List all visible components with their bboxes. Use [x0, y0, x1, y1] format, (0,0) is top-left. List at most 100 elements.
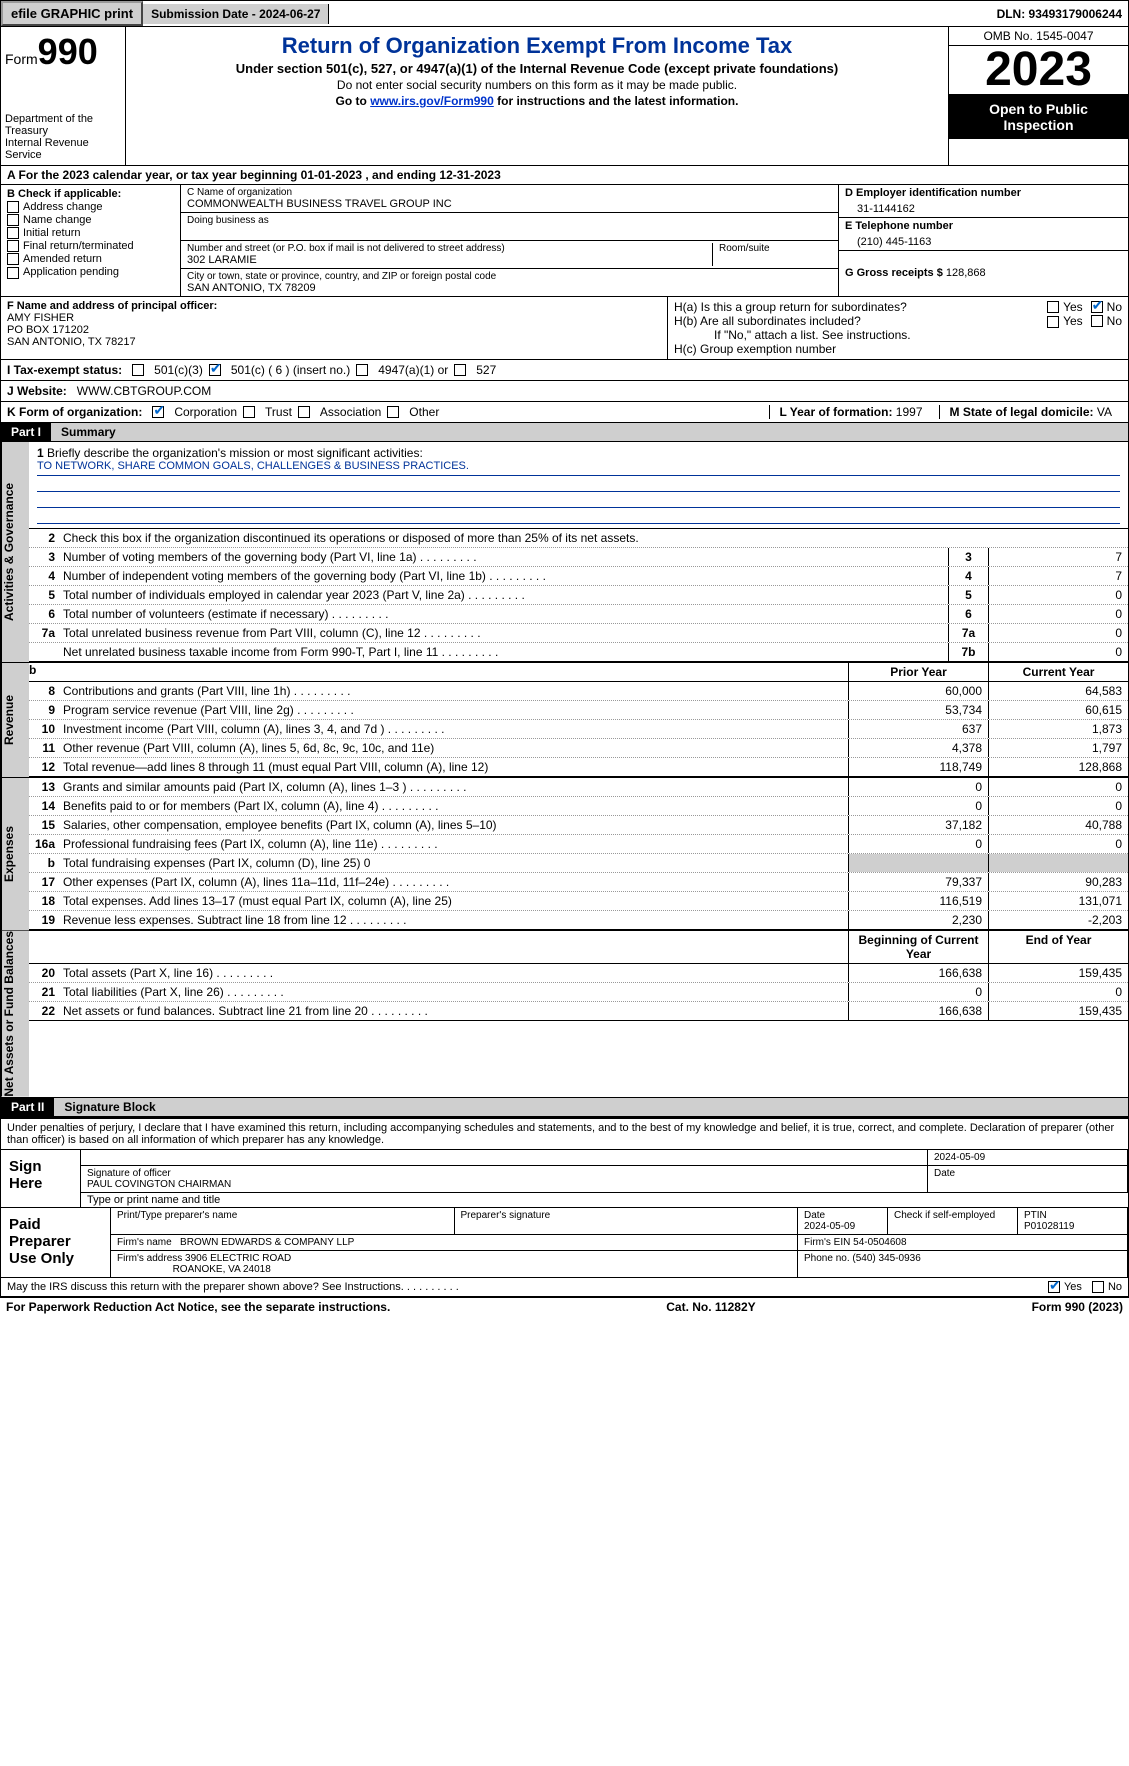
- chk-other[interactable]: [387, 406, 399, 418]
- ptin-value: P01028119: [1024, 1221, 1074, 1232]
- box-d: D Employer identification number 31-1144…: [839, 185, 1128, 218]
- val-7b: 0: [988, 643, 1128, 661]
- prior-current-header: b Prior Year Current Year: [29, 663, 1128, 682]
- val-3: 7: [988, 548, 1128, 566]
- org-name-cell: C Name of organization COMMONWEALTH BUSI…: [181, 185, 838, 213]
- mission-text: TO NETWORK, SHARE COMMON GOALS, CHALLENG…: [37, 460, 1120, 476]
- street-address: 302 LARAMIE: [187, 254, 712, 266]
- goto-note: Go to www.irs.gov/Form990 for instructio…: [134, 94, 940, 108]
- pra-notice: For Paperwork Reduction Act Notice, see …: [6, 1300, 390, 1314]
- street-label: Number and street (or P.O. box if mail i…: [187, 243, 712, 254]
- section-activities-governance: Activities & Governance 1 Briefly descri…: [0, 442, 1129, 663]
- self-employed-check[interactable]: Check if self-employed: [888, 1208, 1018, 1234]
- line-a-begin: A For the 2023 calendar year, or tax yea…: [7, 168, 365, 182]
- hb-no-checkbox[interactable]: [1091, 315, 1103, 327]
- row-f-h: F Name and address of principal officer:…: [0, 297, 1129, 360]
- chk-501c3[interactable]: [132, 364, 144, 376]
- line-k-l-m: K Form of organization: Corporation Trus…: [0, 402, 1129, 423]
- val-6: 0: [988, 605, 1128, 623]
- line-i: I Tax-exempt status: 501(c)(3) 501(c) ( …: [0, 360, 1129, 381]
- top-bar: efile GRAPHIC print Submission Date - 20…: [0, 0, 1129, 27]
- firm-ein: 54-0504608: [853, 1237, 906, 1248]
- chk-final-return[interactable]: Final return/terminated: [7, 240, 174, 252]
- ha-yes-checkbox[interactable]: [1047, 301, 1059, 313]
- box-b: B Check if applicable: Address change Na…: [1, 185, 181, 296]
- chk-application-pending[interactable]: Application pending: [7, 266, 174, 278]
- ha-label: H(a) Is this a group return for subordin…: [674, 300, 1047, 314]
- box-g: G Gross receipts $ 128,868: [839, 251, 1128, 281]
- firm-addr2: ROANOKE, VA 24018: [173, 1264, 271, 1275]
- line-a: A For the 2023 calendar year, or tax yea…: [0, 166, 1129, 185]
- hc-label: H(c) Group exemption number: [674, 342, 1122, 356]
- part-2-label: Part II: [1, 1098, 54, 1116]
- org-name: COMMONWEALTH BUSINESS TRAVEL GROUP INC: [187, 198, 832, 210]
- tax-year: 2023: [949, 46, 1128, 95]
- signature-block: Under penalties of perjury, I declare th…: [0, 1117, 1129, 1297]
- chk-4947[interactable]: [356, 364, 368, 376]
- perjury-declaration: Under penalties of perjury, I declare th…: [1, 1119, 1128, 1149]
- hdr-beginning: Beginning of Current Year: [848, 931, 988, 963]
- irs-label: Internal Revenue Service: [5, 137, 121, 161]
- chk-initial-return[interactable]: Initial return: [7, 227, 174, 239]
- ssn-note: Do not enter social security numbers on …: [134, 78, 940, 92]
- col-d-e-g: D Employer identification number 31-1144…: [838, 185, 1128, 296]
- section-revenue: Revenue b Prior Year Current Year 8Contr…: [0, 663, 1129, 778]
- firm-name: BROWN EDWARDS & COMPANY LLP: [180, 1237, 354, 1248]
- val-4: 7: [988, 567, 1128, 585]
- officer-label: F Name and address of principal officer:: [7, 300, 217, 312]
- chk-527[interactable]: [454, 364, 466, 376]
- chk-501c[interactable]: [209, 364, 221, 376]
- hb-yes-checkbox[interactable]: [1047, 314, 1063, 328]
- form-num-990: 990: [38, 31, 98, 72]
- section-net-assets: Net Assets or Fund Balances Beginning of…: [0, 931, 1129, 1098]
- sig-date-top: 2024-05-09: [928, 1150, 1128, 1165]
- org-name-label: C Name of organization: [187, 187, 832, 198]
- dln-label: DLN: 93493179006244: [991, 5, 1128, 23]
- chk-association[interactable]: [298, 406, 310, 418]
- paid-preparer-label: Paid Preparer Use Only: [1, 1208, 111, 1277]
- discuss-question: May the IRS discuss this return with the…: [7, 1281, 1048, 1293]
- i-label: I Tax-exempt status:: [7, 363, 122, 377]
- form990-link[interactable]: www.irs.gov/Form990: [370, 94, 494, 108]
- box-h: H(a) Is this a group return for subordin…: [668, 297, 1128, 359]
- street-cell: Number and street (or P.O. box if mail i…: [181, 241, 838, 269]
- part-1-title: Summary: [51, 423, 1128, 441]
- catalog-no: Cat. No. 11282Y: [666, 1300, 755, 1314]
- phone-value: (210) 445-1163: [845, 232, 1122, 248]
- line-j: J Website: WWW.CBTGROUP.COM: [0, 381, 1129, 402]
- val-7a: 0: [988, 624, 1128, 642]
- chk-address-change[interactable]: Address change: [7, 201, 174, 213]
- discuss-no-checkbox[interactable]: [1092, 1281, 1104, 1293]
- box-b-label: B Check if applicable:: [7, 188, 121, 200]
- type-print-label: Type or print name and title: [81, 1193, 1128, 1207]
- officer-signature: PAUL COVINGTON CHAIRMAN: [87, 1179, 231, 1190]
- vstrip-ag: Activities & Governance: [1, 442, 29, 662]
- chk-corporation[interactable]: [152, 406, 164, 418]
- form-title: Return of Organization Exempt From Incom…: [134, 33, 940, 59]
- vstrip-revenue: Revenue: [1, 663, 29, 777]
- form-ref: Form 990 (2023): [1032, 1300, 1123, 1314]
- form-number: Form990: [5, 31, 121, 73]
- preparer-date: 2024-05-09: [804, 1221, 855, 1232]
- city-cell: City or town, state or province, country…: [181, 269, 838, 296]
- form-header: Form990 Department of the Treasury Inter…: [0, 27, 1129, 166]
- header-left: Form990 Department of the Treasury Inter…: [1, 27, 126, 165]
- dba-cell: Doing business as: [181, 213, 838, 241]
- sign-here-label: Sign Here: [1, 1150, 81, 1207]
- chk-name-change[interactable]: Name change: [7, 214, 174, 226]
- part-2-title: Signature Block: [54, 1098, 1128, 1116]
- chk-amended-return[interactable]: Amended return: [7, 253, 174, 265]
- k-label: K Form of organization:: [7, 405, 142, 419]
- discuss-yes-checkbox[interactable]: [1048, 1281, 1060, 1293]
- ha-no-checkbox[interactable]: [1091, 301, 1103, 313]
- phone-label: E Telephone number: [845, 220, 953, 232]
- chk-trust[interactable]: [243, 406, 255, 418]
- box-f: F Name and address of principal officer:…: [1, 297, 668, 359]
- form-word: Form: [5, 51, 38, 67]
- line-1-mission: 1 Briefly describe the organization's mi…: [29, 442, 1128, 529]
- efile-print-button[interactable]: efile GRAPHIC print: [1, 1, 143, 26]
- gross-receipts-label: G Gross receipts $: [845, 267, 943, 279]
- ein-value: 31-1144162: [845, 199, 1122, 215]
- hb-label: H(b) Are all subordinates included?: [674, 314, 1047, 328]
- block-b-c-d: B Check if applicable: Address change Na…: [0, 185, 1129, 297]
